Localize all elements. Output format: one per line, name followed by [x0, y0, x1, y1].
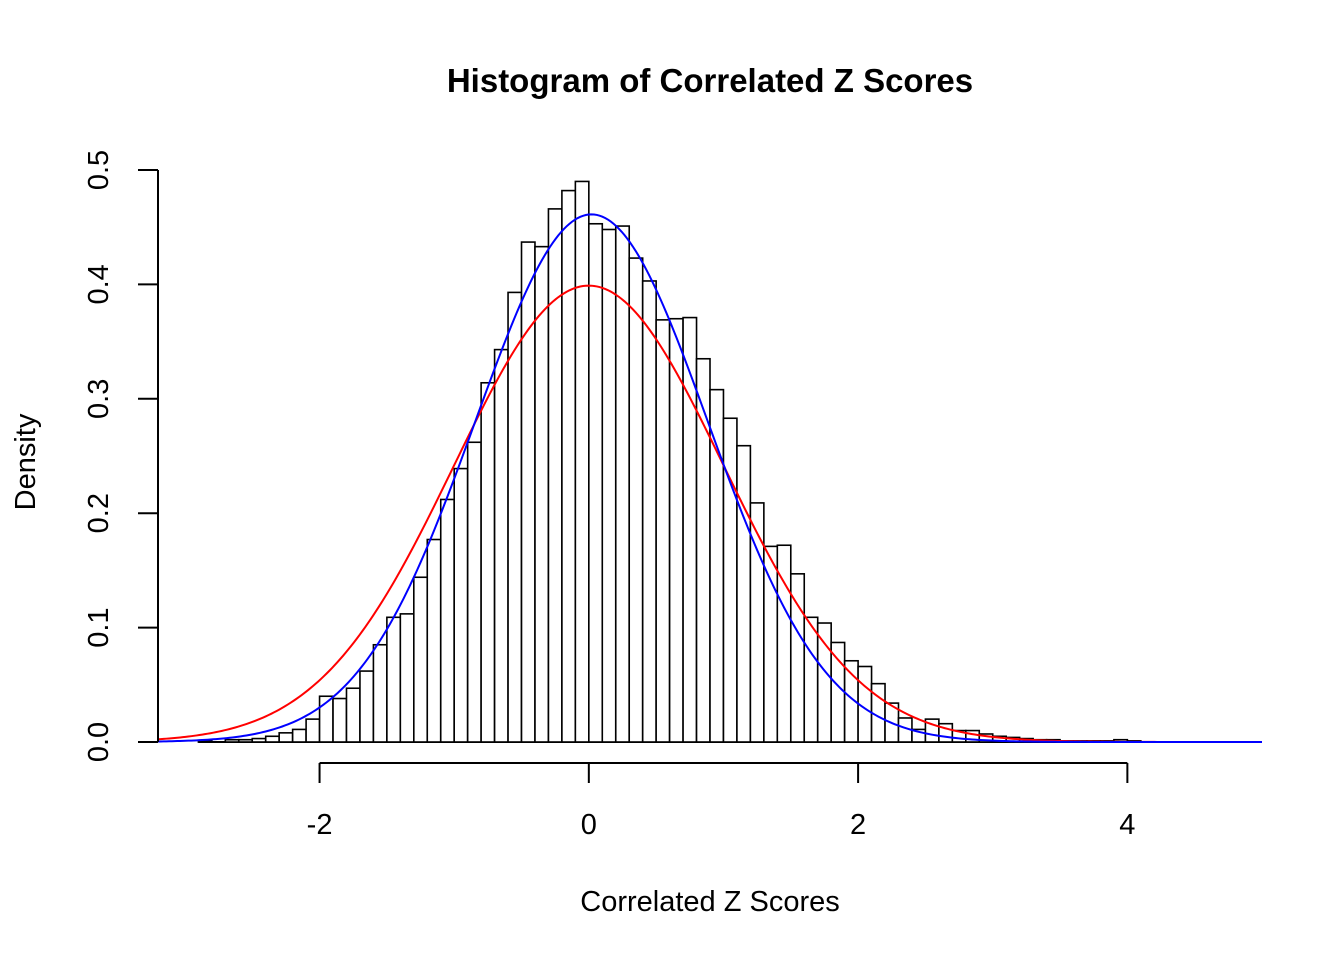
- histogram-bar: [426, 538, 442, 743]
- histogram-bar: [789, 573, 806, 743]
- histogram-bar: [655, 319, 671, 743]
- density-curves: [157, 213, 1262, 743]
- y-tick-label: 0.0: [83, 722, 115, 762]
- histogram-bar: [763, 545, 779, 743]
- histogram-bar: [534, 245, 550, 743]
- histogram-bars: [197, 180, 1262, 743]
- histogram-bar: [588, 222, 604, 743]
- x-axis: -2 0 2 4: [307, 762, 1135, 841]
- y-tick-label: 0.3: [83, 379, 115, 419]
- histogram-bar: [466, 441, 482, 743]
- histogram-bar: [641, 280, 657, 743]
- histogram-bar: [372, 643, 388, 743]
- histogram-bar: [601, 228, 617, 743]
- histogram-bar: [413, 576, 429, 743]
- histogram-bar: [816, 622, 832, 743]
- histogram-bar: [278, 732, 294, 743]
- histogram-bar: [480, 381, 496, 743]
- histogram-bar: [736, 444, 752, 743]
- histogram-bar: [345, 687, 361, 743]
- y-axis-label: Density: [10, 413, 42, 510]
- histogram-bar: [722, 417, 738, 743]
- histogram-bar: [574, 180, 590, 743]
- x-tick-label: -2: [307, 809, 333, 841]
- histogram-bar: [830, 641, 846, 743]
- x-tick-label: 0: [581, 809, 597, 841]
- histogram-bar: [803, 616, 819, 743]
- histogram-bar: [291, 728, 307, 743]
- histogram-bar: [547, 208, 563, 743]
- x-axis-label: Correlated Z Scores: [580, 886, 840, 918]
- histogram-bar: [628, 257, 644, 743]
- histogram-bar: [439, 498, 455, 743]
- histogram-bar: [386, 616, 402, 743]
- histogram-bar: [399, 613, 415, 743]
- y-tick-label: 0.5: [83, 150, 115, 190]
- histogram-bar: [453, 467, 469, 743]
- x-tick-label: 4: [1119, 809, 1135, 841]
- y-tick-label: 0.2: [83, 493, 115, 533]
- chart-title: Histogram of Correlated Z Scores: [447, 62, 973, 99]
- x-tick-label: 2: [850, 809, 866, 841]
- y-axis: 0.0 0.1 0.2 0.3 0.4 0.5: [83, 150, 159, 762]
- histogram-bar: [359, 670, 375, 743]
- histogram-bar: [507, 291, 523, 743]
- y-tick-label: 0.1: [83, 607, 115, 647]
- histogram-bar: [305, 718, 321, 743]
- y-tick-label: 0.4: [83, 264, 115, 304]
- histogram-bar: [251, 737, 267, 743]
- histogram-bar: [493, 348, 509, 743]
- histogram-bar: [264, 735, 280, 743]
- histogram-bar: [237, 738, 254, 743]
- histogram-bar: [561, 189, 577, 743]
- histogram-bar: [682, 316, 698, 743]
- fitted-density-curve-blue: [157, 213, 1262, 743]
- histogram-bar: [224, 738, 240, 743]
- histogram-bar: [520, 241, 536, 743]
- histogram-bar: [332, 697, 348, 743]
